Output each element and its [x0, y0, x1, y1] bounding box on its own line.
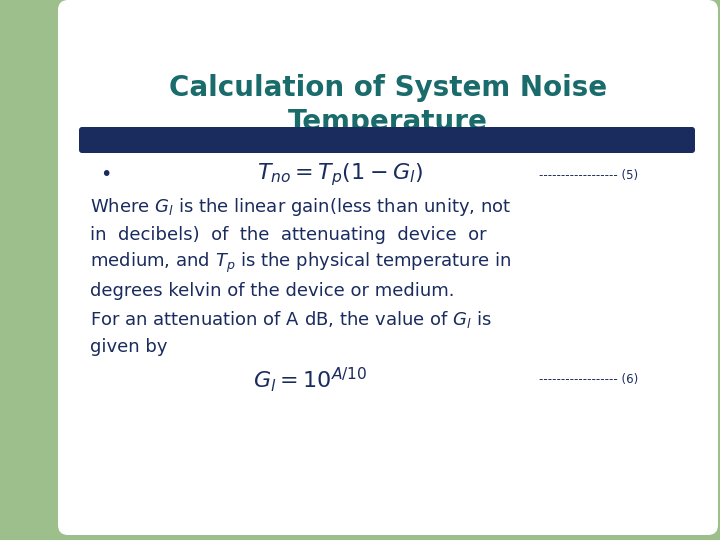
FancyBboxPatch shape [58, 0, 718, 535]
Text: Where $G_l$ is the linear gain(less than unity, not: Where $G_l$ is the linear gain(less than… [90, 196, 511, 218]
Text: degrees kelvin of the device or medium.: degrees kelvin of the device or medium. [90, 282, 454, 300]
Text: •: • [100, 165, 112, 185]
Text: given by: given by [90, 338, 168, 356]
Text: For an attenuation of A dB, the value of $G_l$ is: For an attenuation of A dB, the value of… [90, 308, 492, 329]
Text: Calculation of System Noise: Calculation of System Noise [169, 74, 607, 102]
Text: $G_l = 10^{A/10}$: $G_l = 10^{A/10}$ [253, 366, 367, 394]
Text: $T_{no} = T_p(1 - G_l)$: $T_{no} = T_p(1 - G_l)$ [257, 161, 423, 188]
Text: ------------------ (6): ------------------ (6) [539, 374, 638, 387]
FancyBboxPatch shape [79, 127, 695, 153]
Text: medium, and $T_p$ is the physical temperature in: medium, and $T_p$ is the physical temper… [90, 251, 511, 275]
Text: Temperature: Temperature [288, 108, 488, 136]
Text: in  decibels)  of  the  attenuating  device  or: in decibels) of the attenuating device o… [90, 226, 487, 244]
Text: ------------------ (5): ------------------ (5) [539, 168, 638, 181]
